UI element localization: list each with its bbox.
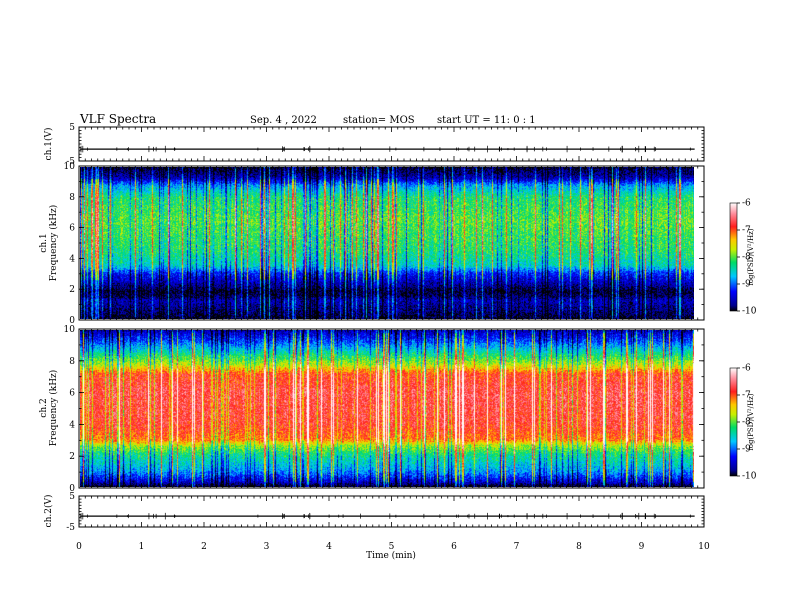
y-tick-label: 0 [69,316,75,326]
y-tick-label: 6 [69,224,75,234]
ch2-colorbar-tick-label: -10 [742,472,757,482]
x-tick-label-1: 1 [139,542,145,552]
ch1-waveform-trace [80,145,695,153]
ch2-colorbar-label: log(PSD)(V²/Hz) [747,393,755,450]
date-label: Sep. 4 , 2022 [250,115,317,126]
ch1-colorbar-tick-label: -6 [742,199,751,209]
ch1-colorbar: log(PSD)(V²/Hz) [729,202,755,312]
x-tick-label-0: 0 [76,542,82,552]
y-tick-label: 8 [69,193,75,203]
ch1-waveform-frame [78,126,705,162]
x-tick-label-9: 9 [639,542,645,552]
y-tick-label: 4 [69,254,75,264]
y-tick-label: 4 [69,420,75,430]
ch2-colorbar-tick-label: -6 [742,364,751,374]
y-tick-label: 6 [69,389,75,399]
ch2-waveform-ylabel: ch.2(V) [43,495,54,528]
ch2-ylabel-line-1: Frequency (kHz) [48,370,59,447]
y-tick-label: 8 [69,357,75,367]
ch2-colorbar-gradient [729,367,738,477]
x-tick-label-2: 2 [201,542,207,552]
x-tick-label-3: 3 [264,542,270,552]
y-tick-label: 0 [69,484,75,494]
ch2-colorbar-tick-label: -8 [742,418,751,428]
axis-ticks: 0 1 2 3 4 5 6 7 8 9 105-5024681002468105-5-6-7-8-9… [64,123,757,552]
ch1-colorbar-gradient [729,202,738,312]
ch1-ylabel-line-1: Frequency (kHz) [48,205,59,282]
ch2-colorbar-tick-label: -7 [742,391,751,401]
y-tick-label: -5 [66,157,75,167]
ch1-colorbar-label: log(PSD)(V²/Hz) [747,228,755,285]
ch2-spectrogram-ylabel: ch.2Frequency (kHz) [39,370,59,447]
figure-title: VLF Spectra [79,112,156,126]
ch1-colorbar-tick-label: -9 [742,280,751,290]
y-tick-label: 2 [69,452,75,462]
ch2-waveform-trace [80,512,695,520]
ch1-ylabel-line-0: ch.1 [39,233,49,252]
y-tick-label: 5 [69,492,75,502]
x-tick-label-4: 4 [326,542,332,552]
x-tick-label-10: 10 [698,542,710,552]
y-tick-label: 5 [69,123,75,133]
ch2-colorbar: log(PSD)(V²/Hz) [729,367,755,477]
y-tick-label: 10 [64,162,76,172]
x-axis-label: Time (min) [366,550,416,561]
x-tick-label-5: 5 [389,542,395,552]
ch2-ylabel-line-0: ch.2 [39,398,49,417]
x-tick-label-7: 7 [514,542,520,552]
station-label: station= MOS [343,115,415,126]
y-tick-label: 2 [69,285,75,295]
y-tick-label: 10 [64,325,76,335]
ch1-colorbar-tick-label: -10 [742,307,757,317]
ch1-spectrogram-ylabel: ch.1Frequency (kHz) [39,205,59,282]
start-time-label: start UT = 11: 0 : 1 [437,115,536,126]
ch2-colorbar-tick-label: -9 [742,445,751,455]
ch2-spectrogram-image [80,330,694,487]
ch1-spectrogram-image [80,167,694,319]
y-tick-label: -5 [66,523,75,533]
ch1-colorbar-tick-label: -8 [742,253,751,263]
x-tick-label-8: 8 [576,542,582,552]
ch1-waveform-ylabel: ch.1(V) [43,128,54,161]
x-tick-label-6: 6 [451,542,457,552]
ch1-colorbar-tick-label: -7 [742,226,751,236]
